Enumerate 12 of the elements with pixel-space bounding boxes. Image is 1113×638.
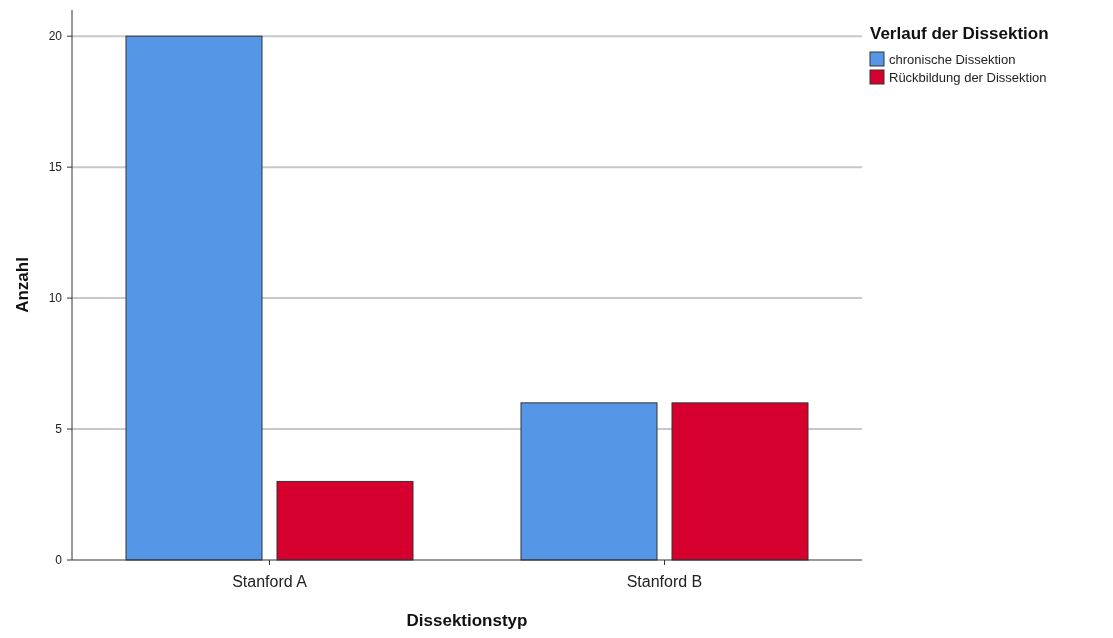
legend-label: Rückbildung der Dissektion [889, 70, 1047, 85]
y-tick-label: 0 [55, 553, 63, 568]
x-axis-title: Dissektionstyp [406, 611, 528, 630]
y-tick-label: 10 [48, 291, 63, 306]
y-axis-title: Anzahl [13, 257, 32, 313]
legend-label: chronische Dissektion [889, 52, 1016, 67]
y-tick-label: 5 [55, 422, 63, 437]
y-tick-label: 20 [48, 29, 63, 44]
x-tick-label: Stanford B [626, 573, 703, 590]
x-tick-label: Stanford A [232, 573, 308, 590]
legend-title: Verlauf der Dissektion [870, 24, 1049, 43]
y-tick-label: 15 [48, 160, 63, 175]
